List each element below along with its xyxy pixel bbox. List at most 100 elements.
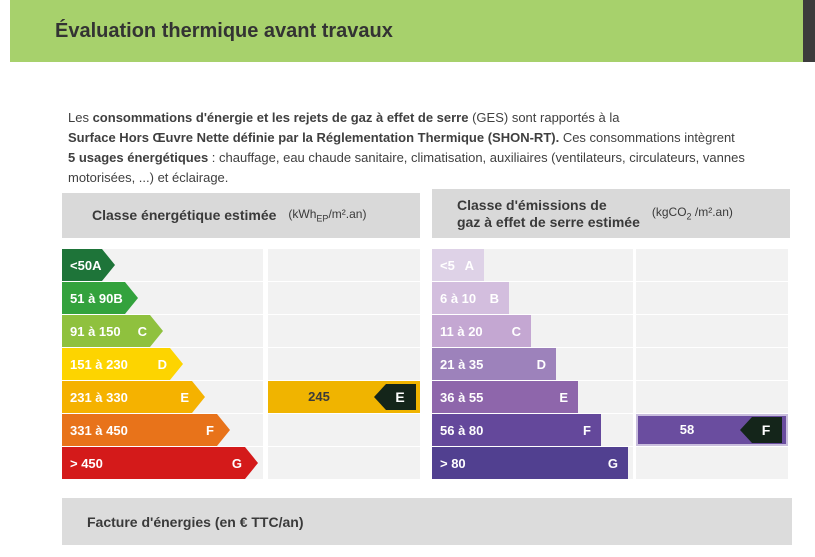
energy-class-bar-c: 91 à 150 C [62,315,163,347]
ges-panel-header: Classe d'émissions de gaz à effet de serr… [432,189,790,238]
energy-panel-title: Classe énergétique estimée [92,207,277,223]
ges-value-marker: 58 F [636,414,788,446]
energy-scale-band: 91 à 150 C [62,315,263,347]
class-row-b: 51 à 90 B 6 à 10 B [0,282,815,314]
energy-marker-band: 245 E [268,381,420,413]
ges-class-bar-e: 36 à 55 E [432,381,578,413]
energy-marker-band [268,447,420,479]
ges-value-class-tag: F [740,417,782,443]
class-scales: <50 A <5 A 51 à 90 B [0,249,815,479]
energy-range-label: <50 [70,257,93,273]
ges-class-letter: F [583,422,591,438]
class-row-d: 151 à 230 D 21 à 35 D [0,348,815,380]
title-bar: Évaluation thermique avant travaux [10,0,803,62]
ges-class-letter: E [559,389,568,405]
window-edge [803,0,815,62]
intro-text: Les consommations d'énergie et les rejet… [68,108,792,188]
energy-range-label: 231 à 330 [70,389,128,405]
energy-class-bar-d: 151 à 230 D [62,348,183,380]
energy-class-bar-g: > 450 G [62,447,258,479]
energy-scale-band: 331 à 450 F [62,414,263,446]
ges-panel-unit: (kgCO2 /m².an) [651,205,733,222]
intro-line: 5 usages énergétiques : chauffage, eau c… [68,150,745,165]
energy-class-letter: C [137,323,147,339]
energy-marker-band [268,282,420,314]
energy-marker-band [268,315,420,347]
energy-class-bar-b: 51 à 90 B [62,282,138,314]
energy-bill-header: Facture d'énergies (en € TTC/an) [62,498,792,545]
ges-class-letter: A [464,257,474,273]
energy-value: 245 [308,389,330,404]
ges-class-bar-d: 21 à 35 D [432,348,556,380]
energy-class-letter: D [157,356,167,372]
intro-line: motorisées, ...) et éclairage. [68,170,229,185]
class-row-e: 231 à 330 E 245 E 36 à 55 E [0,381,815,413]
energy-class-letter: G [231,455,242,471]
ges-marker-band [636,315,788,347]
page-title: Évaluation thermique avant travaux [55,19,393,42]
ges-scale-band: 56 à 80 F [432,414,633,446]
ges-range-label: 21 à 35 [440,356,484,372]
energy-panel-unit: (kWhEP/m².an) [288,207,367,224]
energy-class-letter: B [113,290,123,306]
ges-range-label: 11 à 20 [440,323,483,339]
class-row-g: > 450 G > 80 G [0,447,815,479]
ges-scale-band: 36 à 55 E [432,381,633,413]
energy-class-bar-f: 331 à 450 F [62,414,230,446]
energy-value-class-tag: E [374,384,416,410]
ges-class-letter: C [511,323,521,339]
energy-range-label: 51 à 90 [70,290,114,306]
ges-class-bar-b: 6 à 10 B [432,282,509,314]
energy-class-bar-e: 231 à 330 E [62,381,205,413]
energy-range-label: 91 à 150 [70,323,121,339]
ges-marker-band [636,447,788,479]
ges-panel-title: Classe d'émissions de gaz à effet de serr… [457,196,640,230]
ges-class-bar-g: > 80 G [432,447,628,479]
energy-scale-band: <50 A [62,249,263,281]
energy-marker-band [268,348,420,380]
energy-range-label: > 450 [70,455,103,471]
ges-scale-band: > 80 G [432,447,633,479]
energy-scale-band: > 450 G [62,447,263,479]
ges-scale-band: 6 à 10 B [432,282,633,314]
ges-range-label: <5 [440,257,455,273]
ges-marker-band: 58 F [636,414,788,446]
energy-class-bar-a: <50 A [62,249,115,281]
energy-range-label: 331 à 450 [70,422,128,438]
ges-range-label: > 80 [440,455,466,471]
ges-marker-band [636,282,788,314]
ges-value-class-letter: F [761,422,771,438]
class-row-a: <50 A <5 A [0,249,815,281]
energy-marker-band [268,414,420,446]
ges-class-letter: G [607,455,618,471]
ges-class-letter: D [536,356,546,372]
energy-marker-band [268,249,420,281]
energy-class-letter: F [206,422,214,438]
energy-class-letter: E [180,389,189,405]
ges-class-bar-c: 11 à 20 C [432,315,531,347]
energy-value-marker: 245 E [268,381,420,413]
ges-marker-band [636,381,788,413]
class-row-f: 331 à 450 F 56 à 80 F 58 F [0,414,815,446]
energy-scale-band: 231 à 330 E [62,381,263,413]
ges-range-label: 6 à 10 [440,290,477,306]
ges-marker-band [636,249,788,281]
class-row-c: 91 à 150 C 11 à 20 C [0,315,815,347]
intro-line: Les consommations d'énergie et les rejet… [68,110,620,125]
energy-scale-band: 51 à 90 B [62,282,263,314]
ges-value: 58 [679,422,695,437]
ges-range-label: 36 à 55 [440,389,484,405]
ges-class-bar-f: 56 à 80 F [432,414,601,446]
intro-line: Surface Hors Œuvre Nette définie par la … [68,130,735,145]
energy-value-class-letter: E [395,389,405,405]
ges-scale-band: 21 à 35 D [432,348,633,380]
ges-range-label: 56 à 80 [440,422,484,438]
ges-class-bar-a: <5 A [432,249,484,281]
energy-bill-label: Facture d'énergies (en € TTC/an) [87,513,304,530]
ges-class-letter: B [489,290,499,306]
ges-scale-band: 11 à 20 C [432,315,633,347]
energy-panel-header: Classe énergétique estimée (kWhEP/m².an) [62,193,420,238]
energy-class-letter: A [92,257,102,273]
ges-scale-band: <5 A [432,249,633,281]
